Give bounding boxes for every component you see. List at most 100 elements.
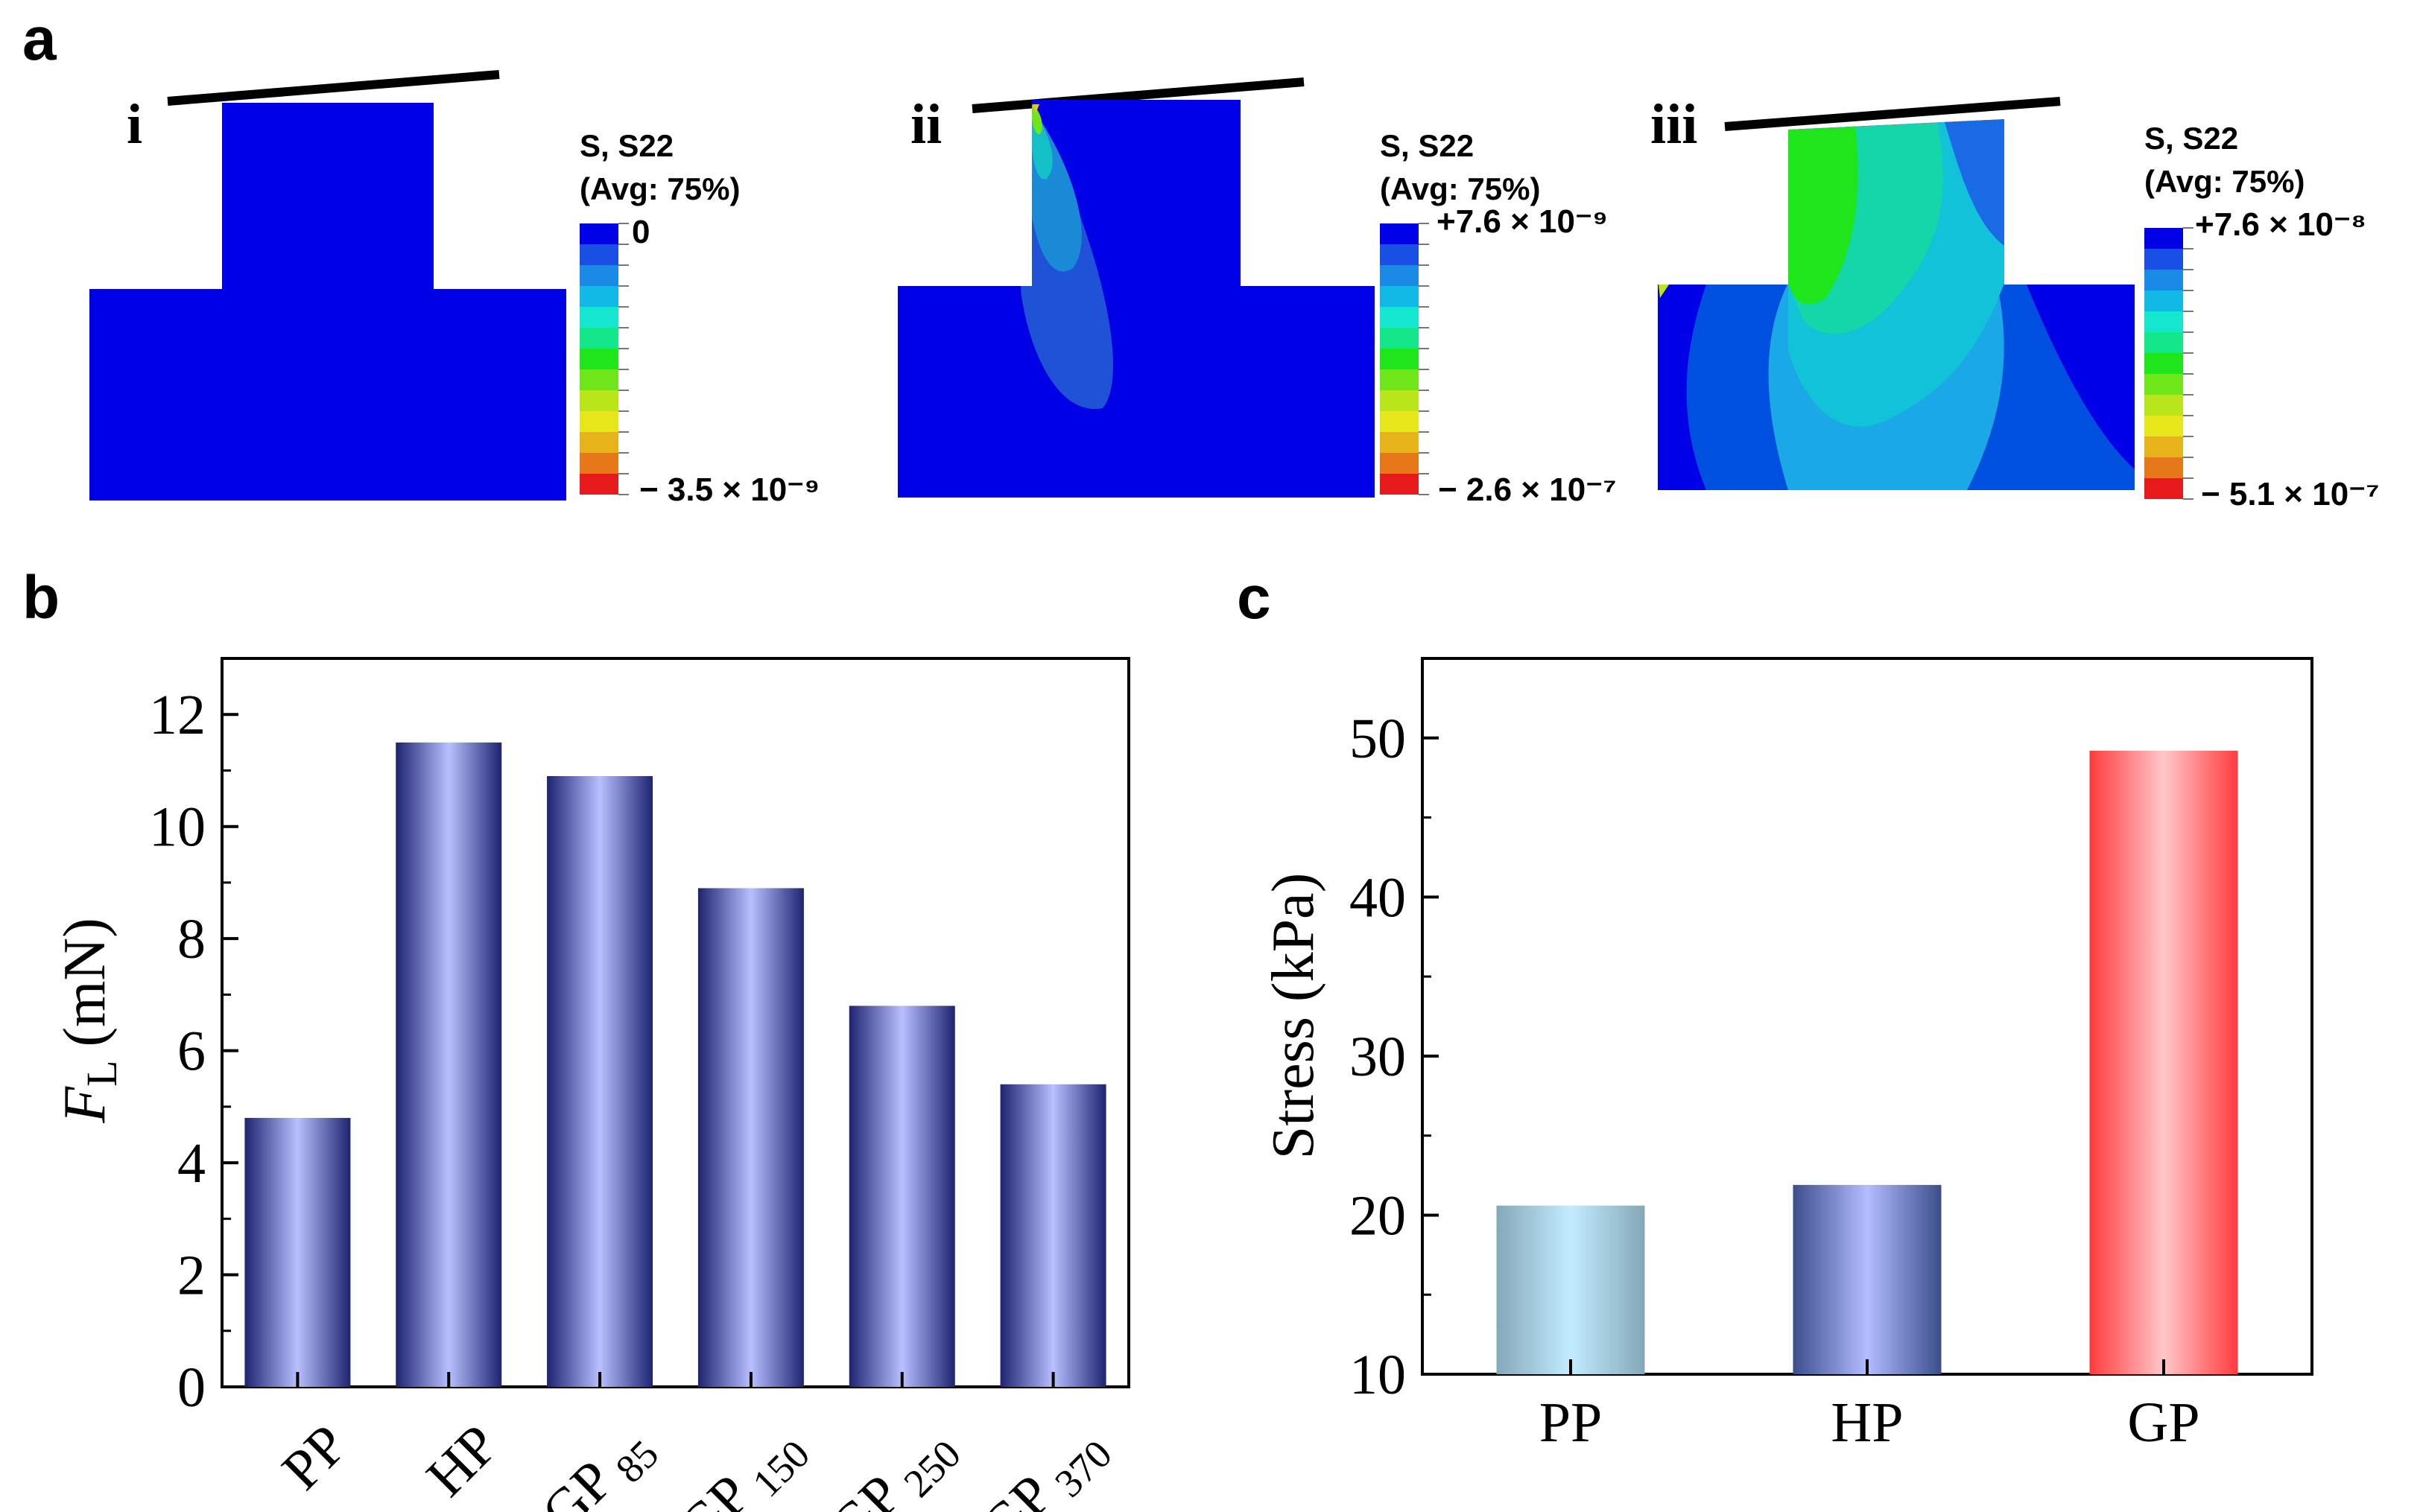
legend-swatch xyxy=(2144,478,2183,499)
legend-max-iii: +7.6 × 10⁻⁸ xyxy=(2195,206,2366,243)
legend-swatch xyxy=(1380,411,1419,432)
y-tick-label: 10 xyxy=(149,796,206,859)
legend-swatch xyxy=(2144,395,2183,416)
x-tick-label: PP xyxy=(270,1413,359,1502)
y-tick-label: 40 xyxy=(1349,866,1406,929)
legend-swatch xyxy=(580,411,618,432)
legend-swatch xyxy=(1380,453,1419,474)
x-tick-label: GP250 xyxy=(818,1413,969,1512)
legend-swatch xyxy=(1380,390,1419,411)
legend-max-ii: +7.6 × 10⁻⁹ xyxy=(1437,203,1608,240)
bar-hp xyxy=(1793,1184,1942,1374)
legend-swatch xyxy=(1380,432,1419,453)
color-legend-ii xyxy=(1380,223,1429,495)
indenter-plate-i xyxy=(167,70,500,106)
legend-swatch xyxy=(1380,265,1419,286)
legend-swatch xyxy=(580,223,618,244)
x-tick-label: GP85 xyxy=(530,1413,667,1512)
legend-swatch xyxy=(2144,228,2183,249)
y-tick-label: 4 xyxy=(177,1132,206,1195)
legend-subtitle-i: (Avg: 75%) xyxy=(580,171,740,206)
x-tick-label: PP xyxy=(1539,1391,1603,1454)
x-tick-label: GP xyxy=(2127,1391,2199,1454)
legend-swatch xyxy=(2144,270,2183,290)
y-tick-label: 50 xyxy=(1349,708,1406,770)
x-tick-label: GP150 xyxy=(667,1413,818,1512)
legend-swatch xyxy=(2144,290,2183,311)
panel-label-a: a xyxy=(22,5,57,73)
legend-swatch xyxy=(1380,286,1419,307)
y-tick-label: 2 xyxy=(177,1245,206,1307)
legend-title-iii: S, S22 xyxy=(2144,121,2238,156)
legend-subtitle-ii: (Avg: 75%) xyxy=(1380,171,1540,206)
legend-swatch xyxy=(2144,332,2183,353)
x-label-sub: 150 xyxy=(744,1432,818,1506)
y-tick-label: 20 xyxy=(1349,1184,1406,1247)
legend-swatch xyxy=(580,307,618,328)
legend-swatch xyxy=(2144,311,2183,332)
legend-min-ii: − 2.6 × 10⁻⁷ xyxy=(1438,471,1617,508)
legend-swatch xyxy=(1380,474,1419,495)
legend-swatch xyxy=(1380,349,1419,369)
x-label-sub: 370 xyxy=(1046,1432,1121,1506)
bar-pp xyxy=(244,1117,351,1387)
legend-swatch xyxy=(2144,436,2183,457)
y-tick-label: 12 xyxy=(149,684,206,746)
legend-swatch xyxy=(580,474,618,495)
legend-min-iii: − 5.1 × 10⁻⁷ xyxy=(2201,476,2380,512)
legend-swatch xyxy=(2144,416,2183,436)
y-tick-label: 30 xyxy=(1349,1026,1406,1088)
bar-gp-250 xyxy=(849,1006,955,1387)
bar-gp-370 xyxy=(1000,1084,1106,1387)
legend-swatch xyxy=(580,349,618,369)
color-legend-i xyxy=(580,223,629,495)
x-label-main: HP xyxy=(415,1413,510,1508)
x-label-sub: 250 xyxy=(895,1432,969,1506)
legend-swatch xyxy=(1380,328,1419,349)
legend-swatch xyxy=(580,265,618,286)
plot-frame xyxy=(221,657,1130,1388)
x-tick-label: HP xyxy=(1831,1391,1903,1454)
legend-swatch xyxy=(2144,374,2183,395)
y-axis-label: FL (mN) xyxy=(52,918,126,1124)
panel-label-b: b xyxy=(22,564,60,632)
color-legend-iii xyxy=(2144,227,2193,500)
y-label-sub: L xyxy=(77,1060,126,1086)
legend-swatch xyxy=(2144,249,2183,270)
y-label-unit: (mN) xyxy=(52,918,118,1046)
legend-swatch xyxy=(580,453,618,474)
chart-c: 10 20 30 40 50 PP HP GP Stress (kPa) xyxy=(1261,657,2313,1454)
legend-swatch xyxy=(580,390,618,411)
legend-swatch xyxy=(2144,457,2183,478)
legend-swatch xyxy=(580,328,618,349)
legend-title-ii: S, S22 xyxy=(1380,128,1474,163)
x-tick-label: HP xyxy=(415,1413,510,1508)
x-label-sub: 85 xyxy=(607,1432,668,1492)
simulation-ii: ii S, S22 (Avg: 75%) +7.6 × 10⁻⁹ − 2.6 ×… xyxy=(898,77,1617,508)
bar-hp xyxy=(396,742,502,1387)
legend-swatch xyxy=(580,286,618,307)
bar-pp xyxy=(1496,1205,1645,1374)
indenter-plate-ii xyxy=(972,77,1305,113)
legend-title-i: S, S22 xyxy=(580,128,674,163)
y-axis-label: Stress (kPa) xyxy=(1261,873,1326,1159)
y-tick-label: 10 xyxy=(1349,1344,1406,1406)
y-tick-label: 8 xyxy=(177,908,206,971)
y-label-main: F xyxy=(52,1086,118,1124)
legend-swatch xyxy=(580,432,618,453)
panel-label-c: c xyxy=(1237,564,1271,632)
sim-label-i: i xyxy=(127,93,142,156)
sim-label-ii: ii xyxy=(910,93,942,156)
bar-gp xyxy=(2089,750,2238,1374)
legend-subtitle-iii: (Avg: 75%) xyxy=(2144,164,2305,199)
stress-field-i xyxy=(89,103,566,501)
simulation-iii: iii S, S22 (Avg: 75%) +7.6 × 10⁻⁸ − 5.1 … xyxy=(1650,93,2380,512)
y-tick-label: 0 xyxy=(177,1356,206,1419)
legend-swatch xyxy=(2144,353,2183,374)
legend-max-i: 0 xyxy=(632,214,650,250)
bar-gp-150 xyxy=(697,888,804,1387)
bar-gp-85 xyxy=(547,775,653,1387)
simulation-i: i S, S22 (Avg: 75%) 0 − 3.5 × 10⁻⁹ xyxy=(89,70,820,508)
